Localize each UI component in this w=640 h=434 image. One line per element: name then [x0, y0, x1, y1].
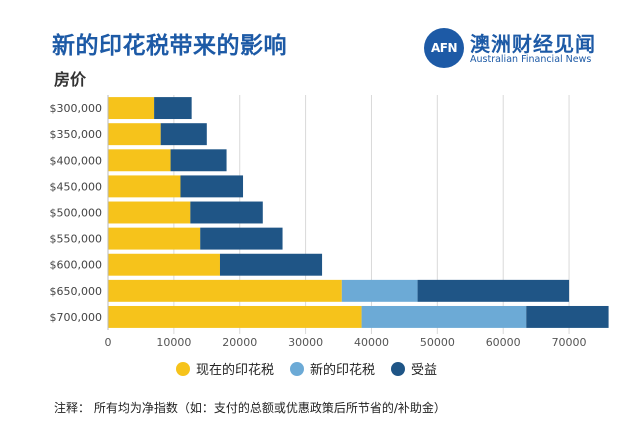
bar-segment-new-duty	[341, 279, 418, 302]
bar-segment-current-duty	[108, 201, 191, 224]
x-tick-label: 20000	[222, 336, 257, 349]
y-tick-label: $400,000	[50, 154, 103, 167]
x-tick-label: 30000	[288, 336, 323, 349]
legend-label-benefit: 受益	[411, 363, 438, 378]
footnote: 注释： 所有均为净指数（如：支付的总额或优惠政策后所节省的/补助金）	[54, 401, 446, 415]
bar-segment-new-duty	[361, 305, 527, 328]
legend-swatch-current-duty	[176, 361, 190, 376]
bar-segment-current-duty	[108, 175, 181, 198]
x-tick-label: 50000	[420, 336, 455, 349]
legend-swatch-benefit	[391, 361, 406, 376]
x-tick-label: 40000	[354, 336, 389, 349]
x-tick-label: 0	[105, 336, 112, 349]
y-tick-label: $650,000	[50, 285, 103, 298]
y-tick-label: $350,000	[50, 128, 103, 141]
afn-logo-name-en: Australian Financial News	[470, 54, 592, 65]
chart-title: 新的印花税带来的影响	[52, 33, 287, 59]
y-tick-label: $500,000	[50, 207, 103, 220]
x-tick-label: 70000	[552, 336, 587, 349]
bar-segment-benefit	[190, 201, 263, 224]
bar-segment-current-duty	[108, 227, 201, 250]
x-tick-label: 10000	[156, 336, 191, 349]
legend-label-current-duty: 现在的印花税	[196, 363, 275, 378]
bar-segment-current-duty	[108, 97, 155, 120]
bar-segment-benefit	[180, 175, 244, 198]
chart-legend: 现在的印花税 新的印花税 受益	[176, 359, 453, 378]
bar-segment-benefit	[200, 227, 283, 250]
bar-segment-current-duty	[108, 123, 161, 146]
bar-segment-current-duty	[108, 279, 342, 302]
bar-segment-current-duty	[108, 305, 362, 328]
bar-segment-benefit	[219, 253, 323, 276]
afn-logo-name-cn: 澳洲财经见闻	[470, 32, 596, 56]
bar-segment-benefit	[160, 123, 207, 146]
legend-item-new-duty: 新的印花税	[290, 359, 375, 378]
y-tick-label: $450,000	[50, 180, 103, 193]
bar-segment-current-duty	[108, 253, 220, 276]
y-tick-label: $600,000	[50, 259, 103, 272]
y-tick-label: $300,000	[50, 102, 103, 115]
y-tick-label: $700,000	[50, 311, 103, 324]
chart-subtitle: 房价	[54, 70, 87, 89]
legend-swatch-new-duty	[290, 361, 305, 376]
legend-item-benefit: 受益	[391, 359, 437, 378]
x-tick-label: 60000	[486, 336, 521, 349]
bar-segment-benefit	[170, 149, 227, 172]
bar-segment-current-duty	[108, 149, 171, 172]
legend-label-new-duty: 新的印花税	[310, 363, 376, 378]
bar-segment-benefit	[154, 97, 192, 120]
legend-item-current-duty: 现在的印花税	[176, 359, 274, 378]
afn-logo-mark: AFN	[424, 28, 464, 68]
afn-logo: AFN 澳洲财经见闻 Australian Financial News	[424, 24, 624, 72]
y-tick-label: $550,000	[50, 233, 103, 246]
bar-segment-benefit	[526, 305, 609, 328]
bar-segment-benefit	[417, 279, 570, 302]
